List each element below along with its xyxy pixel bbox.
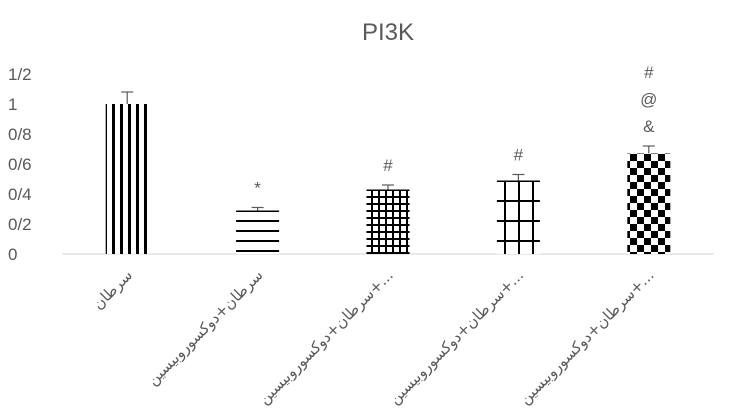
bar — [627, 153, 671, 254]
y-axis-tick-labels: 0 0/2 0/4 0/6 0/8 1 1/2 — [8, 65, 32, 264]
x-axis-tick-labels: سرطان سرطان+دوکسوروبیسینسرطان+دوکسوروبیسی… — [89, 266, 658, 408]
y-tick-label: 0/2 — [8, 215, 32, 234]
bar — [366, 189, 410, 254]
bar — [496, 180, 540, 254]
significance-mark: # — [383, 156, 393, 175]
bars — [105, 104, 671, 254]
y-tick-label: 0/8 — [8, 125, 32, 144]
x-tick-label: سرطان+دوکسوروبیسین+... — [385, 266, 527, 408]
significance-mark: # — [644, 63, 654, 82]
significance-annotations: * # # & @ # — [254, 63, 657, 198]
y-tick-label: 0/6 — [8, 155, 32, 174]
x-tick-label: سرطان+دوکسوروبیسین — [144, 266, 267, 389]
x-tick-label: سرطان+دوکسوروبیسین+... — [255, 266, 397, 408]
x-tick-label: سرطان+دوکسوروبیسین+... — [516, 266, 658, 408]
significance-mark: @ — [640, 90, 657, 109]
error-bars — [121, 91, 655, 211]
x-tick-label: سرطان — [89, 266, 136, 313]
significance-mark: # — [514, 146, 524, 165]
y-tick-label: 0 — [8, 245, 17, 264]
y-tick-label: 0/4 — [8, 185, 32, 204]
bar — [105, 104, 149, 254]
y-tick-label: 1/2 — [8, 65, 32, 84]
significance-mark: & — [643, 117, 655, 136]
y-tick-label: 1 — [8, 95, 17, 114]
significance-mark: * — [254, 179, 261, 198]
bar — [236, 210, 280, 254]
chart-title: PI3K — [362, 19, 414, 46]
